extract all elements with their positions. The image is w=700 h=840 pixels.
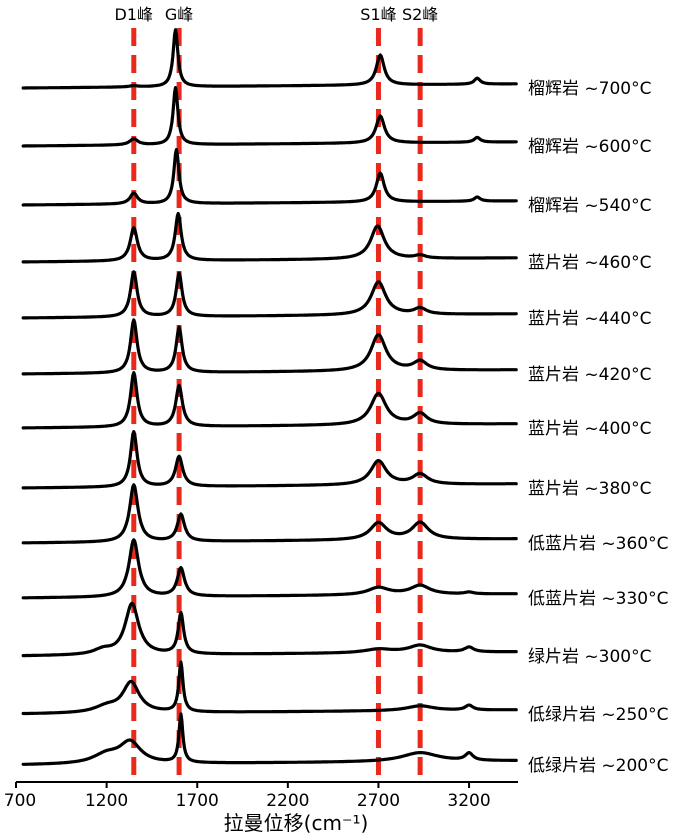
x-tick-label-2: 1200: [85, 791, 128, 811]
x-axis-label: 拉曼位移(cm⁻¹): [224, 811, 369, 835]
series-label-13: 低绿片岩 ~200°C: [528, 756, 668, 776]
row-labels: 榴辉岩 ~700°C 榴辉岩 ~600°C 榴辉岩 ~540°C 蓝片岩 ~460°C…: [528, 79, 668, 776]
series-label-6: 蓝片岩 ~420°C: [528, 365, 651, 385]
spectrum-line-2: [21, 85, 518, 148]
spectrum-line-13: [21, 712, 518, 766]
peak-label-2: G峰: [165, 5, 193, 24]
peak-lines: D1峰 G峰 S1峰 S2峰: [115, 5, 438, 782]
series-label-2: 榴辉岩 ~600°C: [528, 137, 651, 157]
spectrum-line-11: [21, 601, 518, 658]
x-tick-label-3: 1700: [176, 791, 219, 811]
x-tick-label-6: 3200: [447, 791, 490, 811]
spectrum-line-9: [21, 483, 518, 545]
spectrum-line-10: [21, 538, 518, 600]
x-tick-label-4: 2200: [266, 791, 309, 811]
x-ticks: 700 1200 1700 2200 2700 3200: [4, 782, 491, 811]
series-label-3: 榴辉岩 ~540°C: [528, 196, 651, 216]
spectrum-line-3: [21, 148, 518, 207]
peak-label-3: S1峰: [360, 5, 396, 24]
series-label-11: 绿片岩 ~300°C: [528, 647, 651, 667]
spectrum-line-5: [21, 270, 518, 320]
series-label-10: 低蓝片岩 ~330°C: [528, 589, 668, 609]
x-tick-label-1: 700: [4, 791, 36, 811]
series-label-5: 蓝片岩 ~440°C: [528, 309, 651, 329]
series-label-1: 榴辉岩 ~700°C: [528, 79, 651, 99]
series-label-8: 蓝片岩 ~380°C: [528, 479, 651, 499]
x-tick-label-5: 2700: [357, 791, 400, 811]
series-label-7: 蓝片岩 ~400°C: [528, 419, 651, 439]
spectrum-line-8: [21, 430, 518, 490]
spectrum-line-4: [21, 211, 518, 264]
spectrum-line-1: [21, 28, 518, 90]
spectra: [21, 28, 518, 766]
spectrum-line-6: [21, 318, 518, 376]
series-label-12: 低绿片岩 ~250°C: [528, 705, 668, 725]
series-label-4: 蓝片岩 ~460°C: [528, 253, 651, 273]
peak-label-4: S2峰: [402, 5, 438, 24]
series-label-9: 低蓝片岩 ~360°C: [528, 534, 668, 554]
spectrum-line-12: [21, 660, 518, 716]
spectrum-line-7: [21, 371, 518, 430]
peak-label-1: D1峰: [115, 5, 154, 24]
